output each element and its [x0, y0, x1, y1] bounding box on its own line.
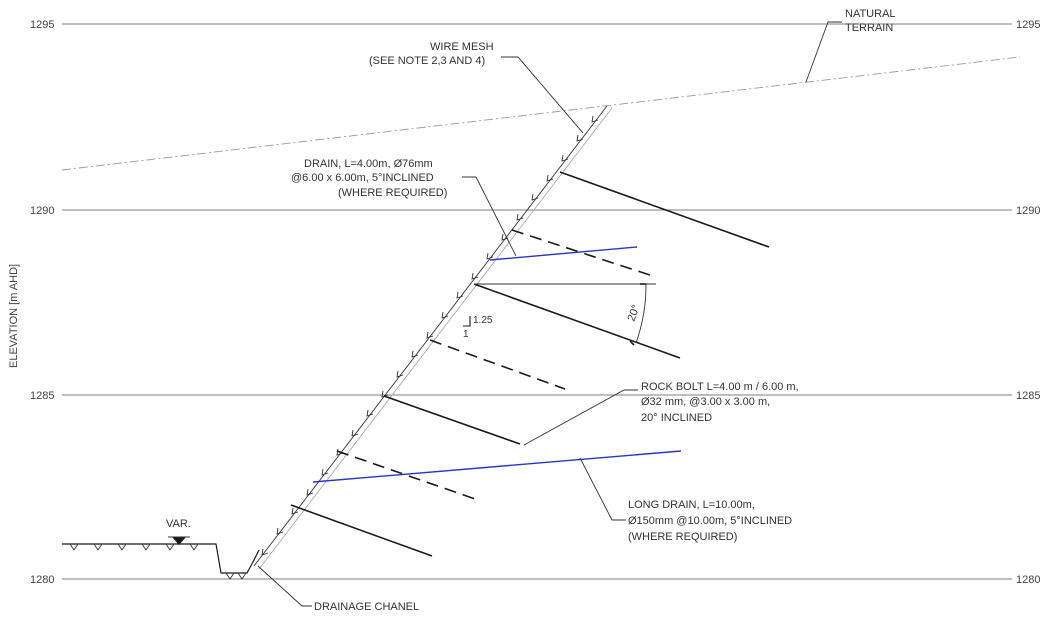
var-triangle-marker	[172, 537, 186, 545]
wire-mesh-leader	[501, 56, 584, 134]
drain-label-line-3: (WHERE REQUIRED)	[338, 187, 447, 199]
angle-label: 20°	[626, 303, 643, 323]
natural-terrain-label-line-2: TERRAIN	[845, 22, 893, 34]
rock-bolt-dashed-2	[429, 339, 566, 390]
rock-bolt-4	[290, 504, 433, 557]
drainage-channel-leader	[257, 565, 312, 607]
natural-terrain-line	[61, 56, 1021, 171]
rock-bolt-3	[383, 395, 521, 445]
rock-bolt-dashed-1	[511, 229, 657, 278]
natural-terrain-leader	[805, 21, 842, 83]
var-label: VAR.	[166, 518, 191, 530]
long-drain-label-line-1: LONG DRAIN, L=10.00m,	[628, 499, 755, 511]
drain-leader	[462, 176, 517, 257]
wire-mesh-label-line-2: (SEE NOTE 2,3 AND 4)	[369, 55, 485, 67]
tick-left-1295: 1295	[30, 19, 54, 31]
rock-bolt-dashed-3	[336, 450, 479, 501]
bench-hatching	[69, 543, 247, 580]
tick-right-1280: 1280	[1016, 574, 1040, 586]
tick-left-1290: 1290	[30, 205, 54, 217]
rock-bolt-2	[473, 283, 681, 359]
drain-label-line-1: DRAIN, L=4.00m, Ø76mm	[304, 158, 433, 170]
tick-right-1285: 1285	[1016, 390, 1040, 402]
elevation-axis-label: ELEVATION [m AHD]	[8, 264, 20, 368]
rock-bolt-1	[559, 171, 770, 248]
wire-mesh-label-line-1: WIRE MESH	[430, 41, 494, 53]
long-drain-leader	[579, 457, 626, 521]
slope-gradient-marker	[463, 316, 471, 327]
long-drain-line	[312, 450, 682, 483]
angle-arc	[635, 283, 647, 344]
tick-left-1280: 1280	[30, 574, 54, 586]
drainage-channel-label: DRAINAGE CHANEL	[314, 601, 419, 613]
slope-face-line	[253, 105, 608, 567]
long-drain-label-line-2: Ø150mm @10.00m, 5°INCLINED	[628, 515, 792, 527]
drain-line	[489, 246, 638, 261]
rock-bolt-label-line-2: Ø32 mm, @3.00 x 3.00 m,	[641, 396, 770, 408]
tick-right-1295: 1295	[1016, 19, 1040, 31]
slope-run-label: 1	[463, 329, 469, 340]
drain-label-line-2: @6.00 x 6.00m, 5°INCLINED	[291, 172, 434, 184]
angle-tick-bottom	[629, 340, 635, 346]
tick-right-1290: 1290	[1016, 205, 1040, 217]
natural-terrain-label-line-1: NATURAL	[845, 8, 896, 20]
rock-bolt-label-line-1: ROCK BOLT L=4.00 m / 6.00 m,	[641, 381, 799, 393]
rock-bolt-leader	[523, 389, 638, 446]
rock-bolt-label-line-3: 20° INCLINED	[641, 412, 712, 424]
long-drain-label-line-3: (WHERE REQUIRED)	[628, 531, 737, 543]
tick-left-1285: 1285	[30, 390, 54, 402]
slope-face-offset-line	[258, 107, 613, 570]
bench-ground-line	[62, 543, 260, 574]
slope-rise-label: 1.25	[473, 315, 493, 326]
